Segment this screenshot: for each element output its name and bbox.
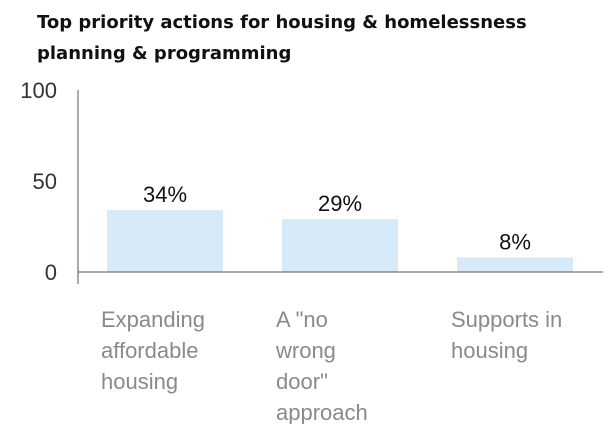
category-label-line: housing: [451, 338, 528, 363]
category-label-line: housing: [101, 369, 178, 394]
category-label-line: approach: [276, 400, 368, 424]
y-axis: 0 50 100: [20, 78, 79, 285]
chart-title-line-1: Top priority actions for housing & homel…: [37, 12, 527, 33]
category-label-line: Expanding: [101, 307, 205, 332]
category-label: A "no wrong door" approach: [275, 307, 368, 424]
chart-title-line-2: planning & programming: [37, 43, 291, 64]
category-label-line: wrong: [275, 338, 336, 363]
category-label-line: Supports in: [451, 307, 562, 332]
category-label-line: affordable: [101, 338, 198, 363]
bar: [282, 219, 398, 272]
bar: [107, 210, 223, 272]
bar: [457, 257, 573, 272]
y-tick-label: 0: [45, 260, 57, 285]
category-label-line: A "no: [276, 307, 328, 332]
category-label-line: door": [276, 369, 328, 394]
category-label: Supports in housing: [451, 307, 562, 363]
y-tick-label: 50: [33, 169, 57, 194]
data-label: 8%: [499, 229, 531, 254]
category-labels: Expanding affordable housing A "no wrong door…: [101, 307, 562, 424]
y-tick-label: 100: [20, 78, 57, 103]
bars: 34% 29% 8%: [107, 182, 573, 272]
data-label: 29%: [318, 191, 362, 216]
data-label: 34%: [143, 182, 187, 207]
category-label: Expanding affordable housing: [101, 307, 205, 394]
